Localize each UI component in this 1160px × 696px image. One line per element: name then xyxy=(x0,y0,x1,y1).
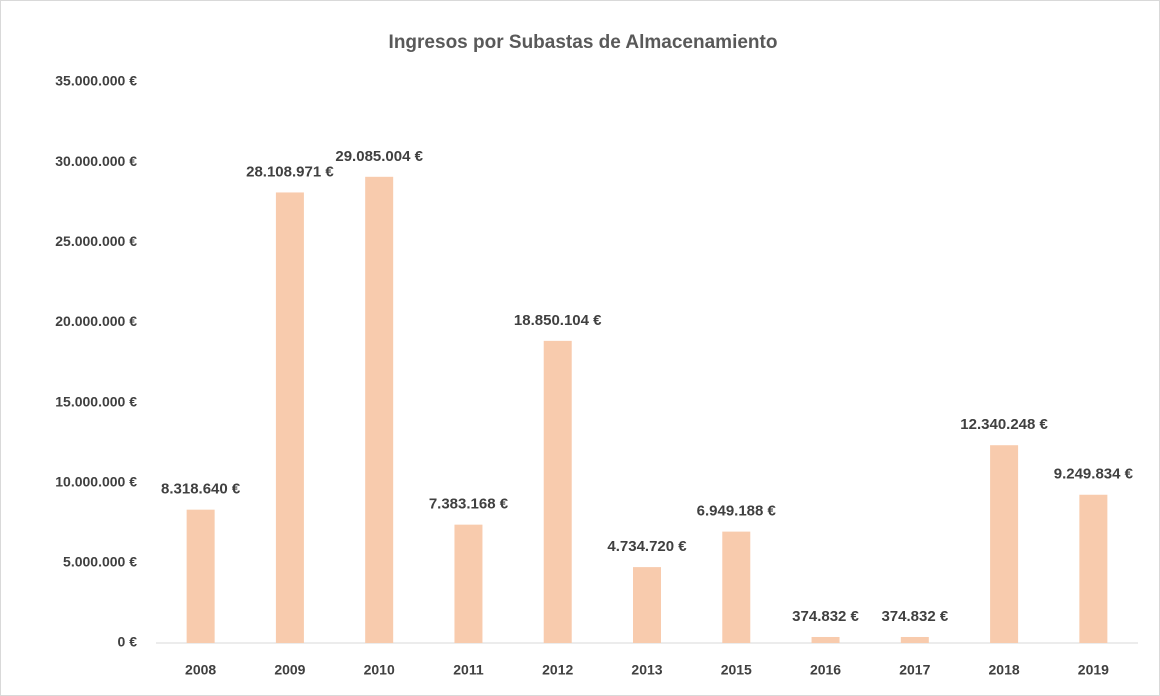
value-label: 18.850.104 € xyxy=(514,312,602,329)
y-tick-label: 35.000.000 € xyxy=(55,73,137,89)
y-tick-label: 30.000.000 € xyxy=(55,153,137,169)
bar xyxy=(990,445,1019,643)
bar xyxy=(633,567,661,643)
value-label: 28.108.971 € xyxy=(246,163,334,180)
x-tick-label: 2011 xyxy=(453,662,484,678)
bar xyxy=(1079,494,1108,643)
x-tick-label: 2017 xyxy=(899,662,930,678)
x-tick-label: 2009 xyxy=(274,662,305,678)
y-tick-label: 25.000.000 € xyxy=(55,233,137,249)
bar xyxy=(186,509,215,643)
chart-title: Ingresos por Subastas de Almacenamiento xyxy=(389,32,778,53)
x-tick-label: 2019 xyxy=(1078,662,1109,678)
bar xyxy=(275,192,304,643)
value-label: 4.734.720 € xyxy=(607,538,687,555)
value-label: 29.085.004 € xyxy=(335,148,423,165)
x-tick-label: 2013 xyxy=(631,662,662,678)
value-label: 7.383.168 € xyxy=(429,496,509,513)
bar xyxy=(365,176,394,643)
y-tick-label: 20.000.000 € xyxy=(55,313,137,329)
value-label: 6.949.188 € xyxy=(697,503,777,520)
x-tick-label: 2016 xyxy=(810,662,841,678)
bar xyxy=(900,636,929,643)
y-tick-label: 5.000.000 € xyxy=(63,554,137,570)
y-tick-label: 10.000.000 € xyxy=(55,473,137,489)
y-tick-label: 0 € xyxy=(118,634,138,650)
y-tick-label: 15.000.000 € xyxy=(55,393,137,409)
x-tick-label: 2010 xyxy=(364,662,395,678)
value-label: 12.340.248 € xyxy=(960,416,1048,433)
x-tick-label: 2008 xyxy=(185,662,216,678)
value-label: 374.832 € xyxy=(881,608,948,625)
x-tick-label: 2012 xyxy=(542,662,573,678)
x-tick-label: 2018 xyxy=(989,662,1020,678)
bar xyxy=(543,340,572,643)
value-label: 8.318.640 € xyxy=(161,481,241,498)
bar xyxy=(811,636,840,643)
value-label: 9.249.834 € xyxy=(1054,466,1134,483)
bar xyxy=(454,524,483,643)
bar xyxy=(722,531,751,643)
x-tick-label: 2015 xyxy=(721,662,752,678)
value-label: 374.832 € xyxy=(792,608,859,625)
